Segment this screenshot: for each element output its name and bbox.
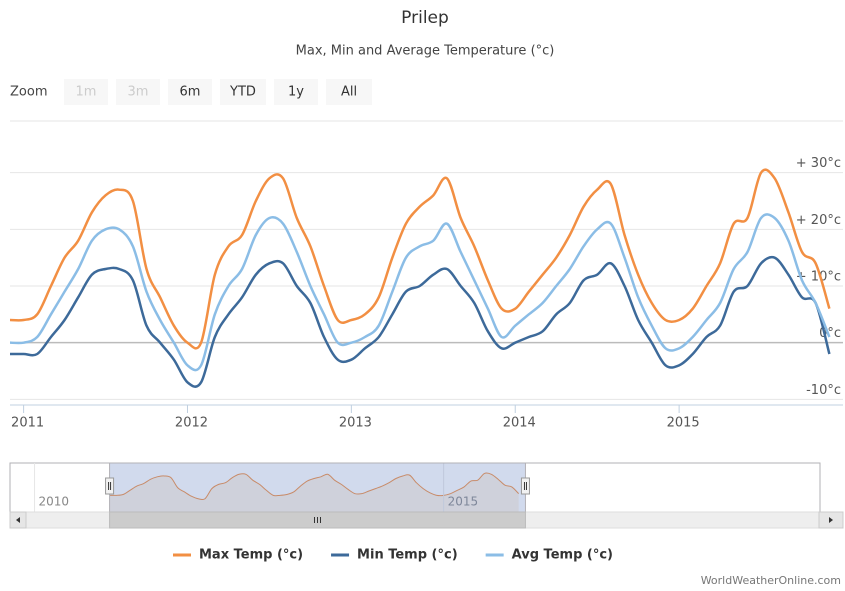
zoom-button-label[interactable]: All: [341, 85, 357, 100]
x-tick-label: 2012: [175, 416, 208, 431]
chart-subtitle: Max, Min and Average Temperature (°c): [296, 44, 555, 59]
zoom-button-label[interactable]: 6m: [180, 85, 201, 100]
zoom-button[interactable]: [168, 79, 212, 105]
zoom-button-label: 3m: [128, 85, 149, 100]
x-tick-label: 2011: [11, 416, 44, 431]
navigator-selection[interactable]: [109, 462, 526, 513]
zoom-button-label[interactable]: YTD: [229, 85, 256, 100]
zoom-button-label[interactable]: 1y: [288, 85, 304, 100]
zoom-button-label: 1m: [76, 85, 97, 100]
zoom-button[interactable]: [274, 79, 318, 105]
arrow-left: [16, 517, 20, 523]
legend-label[interactable]: Avg Temp (°c): [512, 548, 613, 563]
navigator-label: 2015: [448, 495, 479, 509]
zoom-button: [116, 79, 160, 105]
legend-label[interactable]: Max Temp (°c): [199, 548, 303, 563]
y-tick-label: -10°c: [806, 383, 841, 398]
x-tick-label: 2013: [339, 416, 372, 431]
zoom-label: Zoom: [10, 85, 47, 100]
y-tick-label: + 10°c: [796, 270, 841, 285]
zoom-button[interactable]: [326, 79, 372, 105]
zoom-button: [64, 79, 108, 105]
arrow-right: [829, 517, 833, 523]
y-tick-label: + 20°c: [796, 213, 841, 228]
x-tick-label: 2015: [667, 416, 700, 431]
credits: WorldWeatherOnline.com: [701, 574, 841, 587]
legend-label[interactable]: Min Temp (°c): [357, 548, 458, 563]
navigator-handle[interactable]: [105, 477, 115, 495]
series-line: [9, 213, 831, 372]
y-tick-label: + 30°c: [796, 156, 841, 171]
zoom-button[interactable]: [220, 79, 266, 105]
navigator-line: [109, 472, 520, 501]
navigator-handle[interactable]: [520, 477, 530, 495]
chart-title: Prilep: [401, 8, 449, 28]
x-tick-label: 2014: [503, 416, 536, 431]
series-line: [9, 168, 831, 350]
navigator-label: 2010: [39, 495, 70, 509]
series-line: [9, 255, 831, 388]
